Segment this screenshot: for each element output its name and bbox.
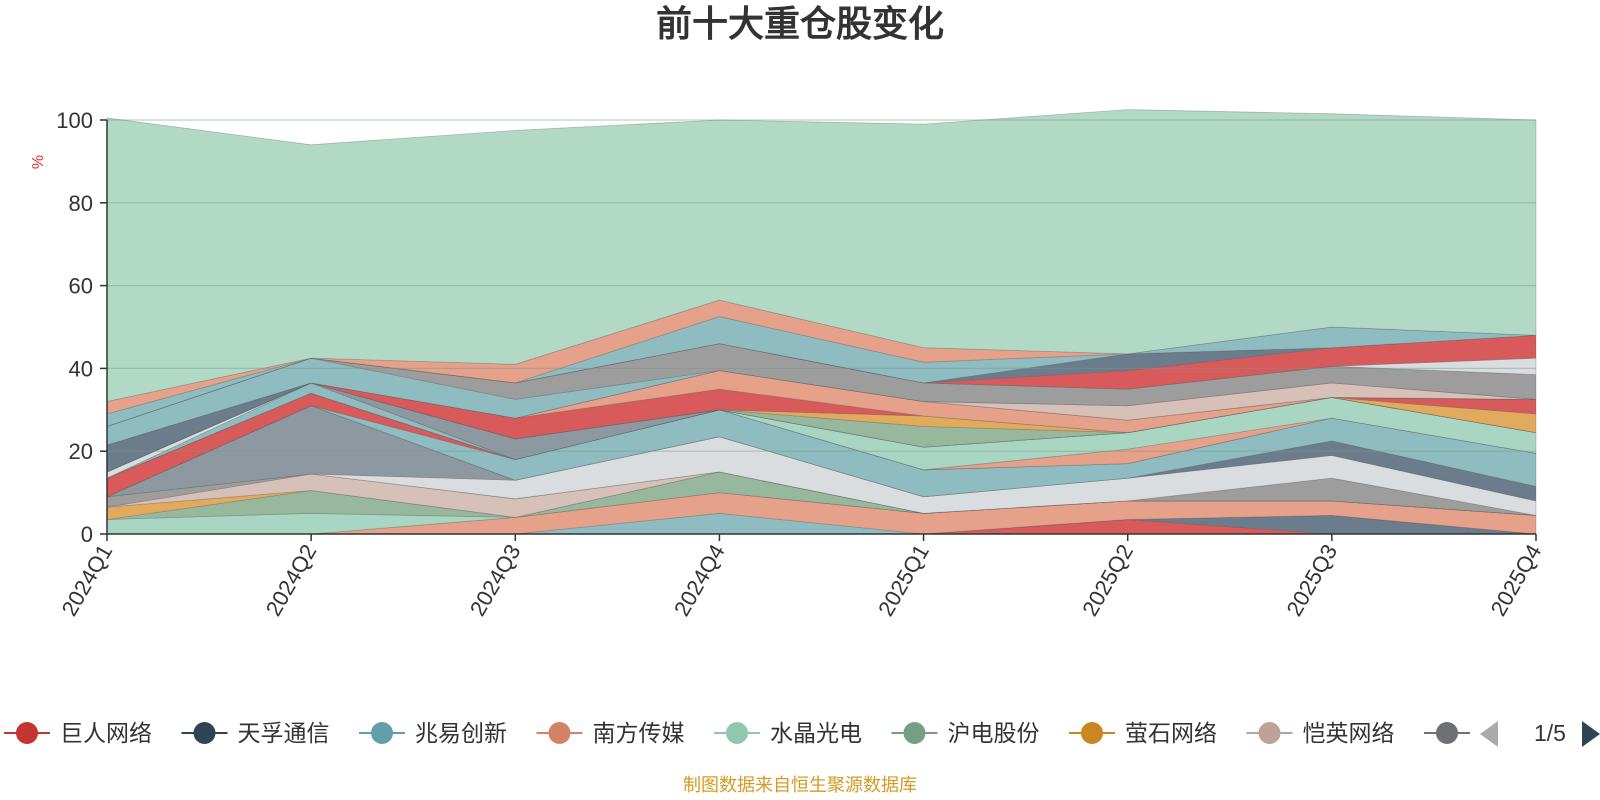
legend-marker-icon [903, 722, 926, 744]
legend-marker-icon [193, 722, 216, 744]
legend-marker-icon [1258, 722, 1281, 744]
y-tick-label: 100 [56, 108, 93, 133]
y-tick-label: 0 [81, 522, 93, 547]
legend-item-2[interactable]: 兆易创新 [359, 720, 507, 746]
legend-label: 沪电股份 [948, 720, 1040, 746]
y-tick-label: 40 [69, 356, 93, 381]
area-series-group [106, 109, 1537, 535]
x-tick-label: 2025Q4 [1486, 540, 1547, 620]
legend-label: 恺英网络 [1303, 720, 1395, 746]
legend-item-1[interactable]: 天孚通信 [181, 720, 330, 746]
legend-marker-icon [1081, 722, 1103, 744]
y-tick-label: 60 [69, 274, 93, 299]
area-series-32 [106, 109, 1537, 402]
y-axis-unit: % [30, 155, 47, 169]
x-tick-label: 2024Q4 [669, 540, 730, 620]
grid-lines [107, 119, 1536, 452]
x-tick-label: 2024Q3 [465, 540, 526, 620]
legend: 巨人网络天孚通信兆易创新南方传媒水晶光电沪电股份萤石网络恺英网络中1/5 [4, 713, 1600, 753]
legend-marker-icon [371, 722, 393, 744]
legend-label: 南方传媒 [593, 720, 685, 746]
legend-marker-icon [726, 722, 748, 744]
legend-label: 天孚通信 [238, 720, 330, 746]
legend-item-0[interactable]: 巨人网络 [4, 720, 152, 746]
legend-label: 兆易创新 [415, 720, 507, 746]
legend-marker-icon [16, 722, 38, 744]
x-tick-label: 2024Q1 [57, 540, 118, 620]
legend-label: 巨人网络 [60, 720, 152, 746]
x-tick-label: 2024Q2 [261, 540, 322, 620]
chart-title: 前十大重仓股变化 [656, 3, 944, 44]
x-tick-label: 2025Q1 [873, 540, 934, 620]
legend-label: 萤石网络 [1125, 720, 1217, 746]
y-tick-label: 20 [69, 439, 93, 464]
area-series-31 [106, 299, 1537, 415]
legend-prev-page-icon[interactable] [1480, 721, 1498, 747]
legend-item-3[interactable]: 南方传媒 [536, 720, 685, 746]
legend-item-4[interactable]: 水晶光电 [714, 720, 862, 746]
legend-marker-icon [1436, 722, 1458, 744]
y-tick-label: 80 [69, 191, 93, 216]
x-tick-label: 2025Q2 [1077, 540, 1138, 620]
data-source-note: 制图数据来自恒生聚源数据库 [683, 775, 917, 795]
legend-item-7[interactable]: 恺英网络 [1246, 720, 1395, 746]
area-series-25 [106, 357, 1537, 446]
x-tick-label: 2025Q3 [1281, 540, 1342, 620]
legend-item-6[interactable]: 萤石网络 [1069, 720, 1217, 746]
legend-page-indicator: 1/5 [1534, 720, 1566, 746]
legend-overflow-mask [1478, 713, 1600, 753]
legend-next-page-icon[interactable] [1582, 721, 1600, 747]
legend-label: 水晶光电 [770, 720, 862, 746]
legend-marker-icon [548, 722, 571, 744]
legend-item-5[interactable]: 沪电股份 [891, 720, 1040, 746]
